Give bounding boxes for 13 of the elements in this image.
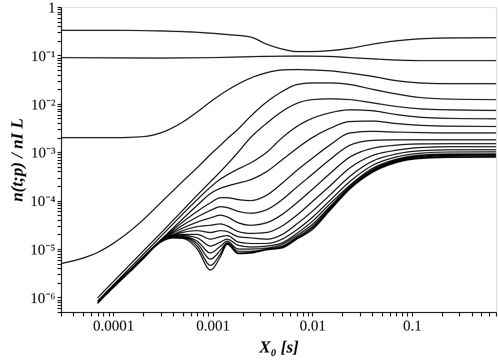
x-tick-label: 0.1	[402, 318, 422, 334]
y-axis-title: n(t;p) / nI L	[7, 118, 26, 202]
y-tick-label: 10⁻³	[31, 146, 56, 162]
y-tick-label: 10⁻⁴	[30, 194, 56, 210]
x-tick-label: 0.001	[196, 318, 230, 334]
x-axis-title: X₀ [s]	[258, 338, 300, 356]
y-tick-label: 10⁻⁶	[30, 290, 56, 307]
y-tick-label: 10⁻²	[31, 97, 56, 114]
y-tick-label: 10⁻¹	[31, 48, 56, 65]
x-tick-label: 0.0001	[92, 318, 134, 334]
y-tick-label: 1	[48, 0, 56, 16]
y-tick-label: 10⁻⁵	[30, 242, 56, 259]
x-tick-label: 0.01	[300, 318, 326, 334]
